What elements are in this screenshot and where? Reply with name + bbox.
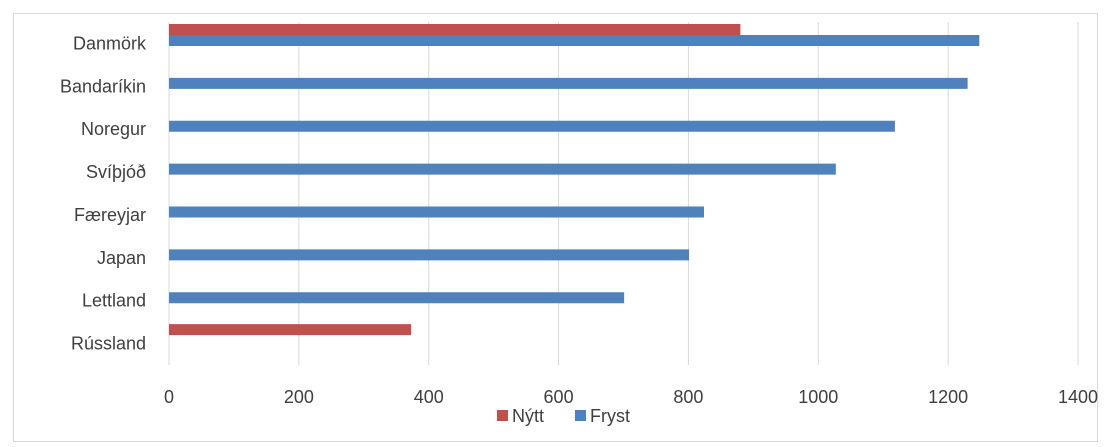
x-tick-label: 1400 — [1058, 387, 1098, 407]
gridlines — [168, 22, 1079, 365]
bars — [169, 24, 980, 336]
x-tick-label: 800 — [673, 387, 703, 407]
legend-swatch-0 — [497, 410, 508, 421]
x-tick-label: 1000 — [798, 387, 838, 407]
x-tick-label: 1200 — [928, 387, 968, 407]
x-tick-label: 400 — [414, 387, 444, 407]
category-label: Danmörk — [73, 33, 147, 53]
legend: Nýtt Fryst — [497, 406, 630, 426]
bar-Nýtt-7 — [169, 324, 412, 336]
category-labels: Danmörk Bandaríkin Noregur Svíþjóð Færeyjar J… — [60, 33, 147, 353]
category-label: Rússland — [71, 334, 146, 354]
bar-Fryst-3 — [169, 163, 836, 175]
bar-Fryst-4 — [169, 206, 705, 218]
category-label: Færeyjar — [74, 205, 146, 225]
x-tick-label: 600 — [544, 387, 574, 407]
bar-Fryst-6 — [169, 292, 625, 304]
category-label: Svíþjóð — [86, 162, 146, 182]
bar-Fryst-1 — [169, 77, 968, 89]
legend-label-1: Fryst — [590, 406, 630, 426]
bar-Fryst-2 — [169, 120, 895, 132]
bar-Fryst-5 — [169, 249, 690, 261]
bar-Fryst-0 — [169, 35, 980, 46]
x-tick-label: 0 — [164, 387, 174, 407]
bar-Nýtt-0 — [169, 24, 741, 35]
legend-label-0: Nýtt — [512, 406, 544, 426]
category-label: Bandaríkin — [60, 76, 146, 96]
x-axis-tick-labels: 0 200 400 600 800 1000 1200 1400 — [164, 387, 1098, 407]
category-label: Lettland — [82, 291, 146, 311]
category-label: Japan — [97, 248, 146, 268]
category-label: Noregur — [81, 119, 146, 139]
legend-swatch-1 — [575, 410, 586, 421]
x-tick-label: 200 — [284, 387, 314, 407]
